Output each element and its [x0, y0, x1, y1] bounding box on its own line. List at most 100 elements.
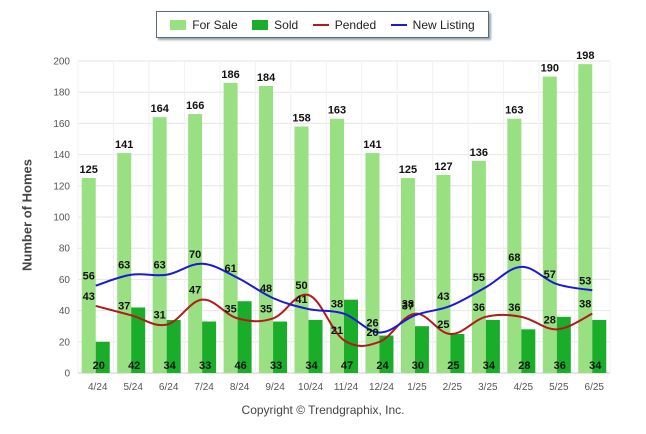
data-label-new-listing: 63 [154, 260, 166, 272]
data-label-pended: 21 [331, 325, 343, 337]
bar-sold [95, 341, 110, 373]
bar-sold [379, 335, 394, 373]
data-label-for-sale: 164 [150, 103, 169, 115]
data-label-pended: 35 [224, 303, 236, 315]
data-label-for-sale: 136 [470, 147, 488, 159]
x-tick-label: 1/25 [407, 382, 427, 393]
data-label-for-sale: 198 [576, 50, 594, 62]
bar-sold [414, 326, 429, 373]
bar-sold [273, 321, 288, 373]
bar-for-sale [365, 153, 380, 373]
bars-layer [81, 64, 607, 374]
x-tick-label: 6/24 [159, 382, 179, 393]
copyright-text: Copyright © Trendgraphix, Inc. [241, 403, 405, 417]
legend-item-new-listing[interactable]: New Listing [390, 17, 475, 32]
legend-item-pended[interactable]: Pended [312, 17, 377, 32]
legend-swatch-new-listing [390, 23, 407, 26]
data-label-pended: 20 [366, 327, 378, 339]
data-label-sold: 46 [234, 360, 246, 372]
bar-for-sale [81, 178, 96, 373]
data-label-pended: 36 [508, 302, 520, 314]
data-label-new-listing: 48 [260, 283, 272, 295]
y-tick-label: 120 [53, 181, 70, 192]
data-label-sold: 42 [128, 360, 140, 372]
data-label-pended: 35 [260, 303, 272, 315]
data-label-pended: 28 [544, 314, 556, 326]
y-tick-label: 60 [59, 275, 71, 286]
x-tick-label: 12/24 [369, 382, 394, 393]
x-tick-label: 10/24 [298, 382, 323, 393]
data-label-for-sale: 125 [80, 164, 98, 176]
data-label-for-sale: 158 [292, 113, 310, 125]
y-tick-label: 200 [53, 57, 70, 68]
x-tick-label: 2/25 [443, 382, 463, 393]
y-tick-label: 180 [53, 88, 70, 99]
data-label-new-listing: 41 [295, 294, 307, 306]
bar-sold [592, 319, 607, 373]
data-label-for-sale: 141 [115, 139, 133, 151]
legend-label-pended: Pended [334, 17, 377, 32]
legend-item-sold[interactable]: Sold [252, 18, 298, 32]
data-label-sold: 36 [554, 360, 566, 372]
bar-for-sale [330, 118, 344, 373]
data-label-for-sale: 127 [434, 161, 452, 173]
data-label-sold: 33 [199, 360, 211, 372]
data-label-pended: 43 [83, 291, 95, 303]
data-label-sold: 28 [518, 360, 530, 372]
bar-for-sale [259, 85, 274, 374]
x-tick-label: 5/25 [549, 382, 569, 393]
bar-sold [556, 316, 571, 373]
data-label-new-listing: 68 [508, 252, 520, 264]
y-tick-label: 0 [64, 369, 70, 380]
bar-for-sale [294, 126, 309, 374]
x-tick-label: 9/24 [265, 382, 285, 393]
x-tick-label: 5/24 [123, 382, 143, 393]
legend-swatch-pended [312, 23, 329, 26]
data-label-sold: 47 [341, 360, 353, 372]
data-label-new-listing: 61 [224, 263, 236, 275]
x-tick-label: 4/24 [88, 382, 108, 393]
bar-sold [344, 299, 358, 373]
data-label-pended: 38 [579, 299, 591, 311]
y-tick-label: 20 [59, 337, 71, 348]
data-label-for-sale: 166 [186, 100, 204, 112]
data-label-new-listing: 55 [473, 272, 485, 284]
data-label-pended: 37 [118, 300, 130, 312]
data-label-new-listing: 70 [189, 249, 201, 261]
bar-sold [521, 329, 536, 373]
data-label-for-sale: 186 [221, 69, 239, 81]
bar-for-sale [578, 64, 593, 374]
bar-sold [202, 321, 217, 373]
data-label-new-listing: 38 [331, 299, 343, 311]
legend: For Sale Sold Pended New Listing [156, 11, 489, 38]
data-label-pended: 38 [402, 299, 414, 311]
y-tick-label: 160 [53, 119, 70, 130]
y-tick-label: 140 [53, 150, 70, 161]
legend-label-new-listing: New Listing [412, 17, 475, 32]
bar-for-sale [152, 117, 167, 373]
y-axis-title: Number of Homes [19, 159, 35, 271]
data-label-sold: 25 [447, 360, 459, 372]
data-label-pended: 31 [154, 310, 166, 322]
x-tick-label: 11/24 [334, 382, 359, 393]
x-tick-label: 4/25 [514, 382, 534, 393]
legend-swatch-sold [252, 19, 269, 30]
data-label-for-sale: 163 [505, 105, 523, 117]
data-label-new-listing: 37 [402, 300, 414, 312]
x-tick-label: 8/24 [230, 382, 250, 393]
data-label-for-sale: 141 [363, 139, 381, 151]
legend-item-for-sale[interactable]: For Sale [170, 18, 238, 32]
bar-for-sale [507, 118, 522, 373]
bar-for-sale [117, 153, 132, 373]
x-tick-label: 7/24 [194, 382, 214, 393]
data-label-sold: 34 [164, 360, 177, 372]
data-label-sold: 34 [589, 360, 602, 372]
line-new-listing [95, 262, 593, 334]
data-label-for-sale: 125 [399, 164, 417, 176]
legend-label-sold: Sold [274, 17, 299, 32]
bar-sold [485, 319, 500, 373]
y-tick-label: 40 [59, 306, 71, 317]
data-label-new-listing: 56 [83, 271, 95, 283]
legend-swatch-for-sale [170, 19, 187, 30]
